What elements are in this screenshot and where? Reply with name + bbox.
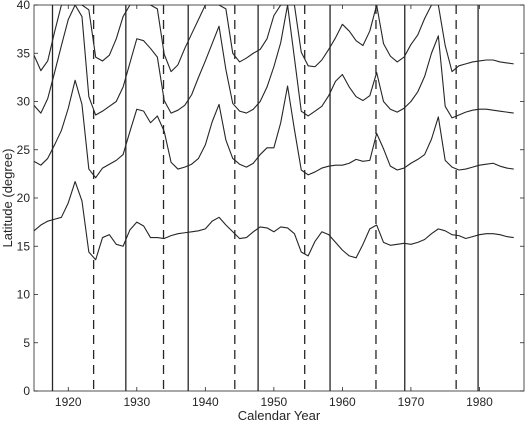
series-line-2 [34, 79, 514, 179]
series-line-3 [34, 5, 514, 119]
x-tick-label-4: 1960 [329, 395, 356, 409]
x-tick-label-5: 1970 [398, 395, 425, 409]
y-tick-label-6: 30 [17, 95, 31, 109]
y-tick-label-4: 20 [17, 191, 31, 205]
cycle-boundary-lines [51, 5, 479, 391]
y-tick-label-7: 35 [17, 46, 31, 60]
x-tick-label-1: 1930 [123, 395, 150, 409]
x-tick-label-6: 1980 [466, 395, 493, 409]
x-tick-label-3: 1950 [261, 395, 288, 409]
series-lines [34, 5, 514, 261]
y-tick-label-5: 25 [17, 143, 31, 157]
y-tick-label-0: 0 [23, 384, 30, 398]
y-axis-label: Latitude (degree) [0, 148, 15, 247]
y-tick-label-2: 10 [17, 288, 31, 302]
x-axis-label: Calendar Year [238, 408, 321, 423]
ticks: 1920 1930 1940 1950 1960 1970 1980 0 5 10 15 20 25 30… [17, 0, 524, 409]
x-tick-label-0: 1920 [55, 395, 82, 409]
series-line-1 [34, 181, 514, 261]
y-tick-label-3: 15 [17, 239, 31, 253]
y-tick-label-8: 40 [17, 0, 31, 12]
y-tick-label-1: 5 [23, 336, 30, 350]
series-line-4 [34, 5, 514, 73]
x-tick-label-2: 1940 [192, 395, 219, 409]
